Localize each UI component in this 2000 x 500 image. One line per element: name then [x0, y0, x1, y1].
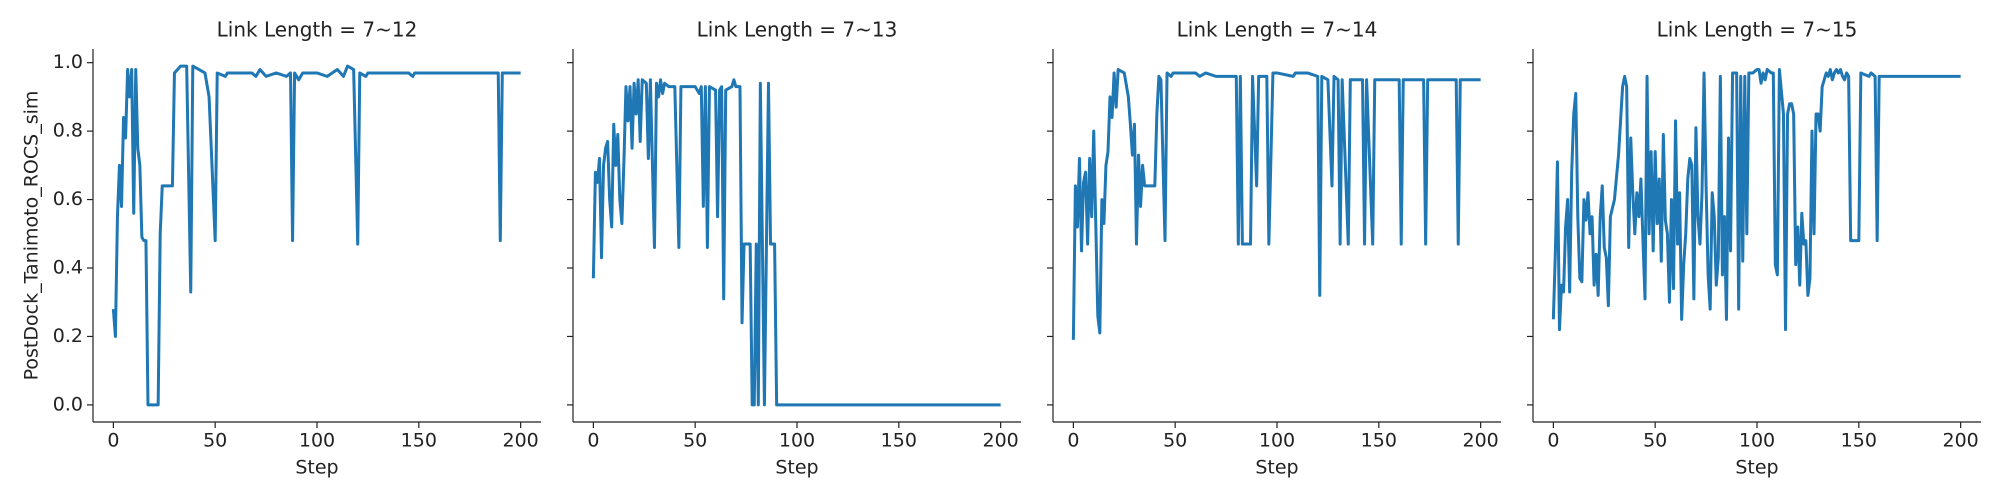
x-axis-label: Step: [1255, 457, 1298, 479]
x-tick-label: 100: [779, 430, 815, 452]
x-tick-label: 0: [1547, 430, 1559, 452]
x-tick-label: 200: [983, 430, 1019, 452]
x-tick-label: 0: [587, 430, 599, 452]
x-tick-label: 100: [299, 430, 335, 452]
data-line: [591, 78, 1001, 407]
x-tick-label: 50: [683, 430, 707, 452]
y-tick-label: 0.4: [53, 257, 83, 279]
x-tick-label: 100: [1739, 430, 1775, 452]
x-tick-label: 0: [1067, 430, 1079, 452]
x-tick-label: 150: [1841, 430, 1877, 452]
x-axis-label: Step: [1735, 457, 1778, 479]
x-tick-label: 150: [1361, 430, 1397, 452]
data-line: [111, 64, 521, 407]
panel-title: Link Length = 7~13: [697, 18, 898, 42]
x-tick-label: 50: [1643, 430, 1667, 452]
x-tick-label: 50: [203, 430, 227, 452]
y-tick-label: 1.0: [53, 51, 83, 73]
x-tick-label: 50: [1163, 430, 1187, 452]
x-tick-label: 0: [107, 430, 119, 452]
x-axis-label: Step: [295, 457, 338, 479]
x-tick-label: 150: [401, 430, 437, 452]
x-tick-label: 100: [1259, 430, 1295, 452]
y-tick-label: 0.0: [53, 393, 83, 415]
panel-title: Link Length = 7~15: [1657, 18, 1858, 42]
x-tick-label: 200: [1463, 430, 1499, 452]
x-axis-label: Step: [775, 457, 818, 479]
x-tick-label: 200: [1943, 430, 1979, 452]
x-tick-label: 150: [881, 430, 917, 452]
y-tick-label: 0.6: [53, 188, 83, 210]
y-axis-label: PostDock_Tanimoto_ROCS_sim: [21, 91, 43, 381]
data-line: [1071, 68, 1481, 340]
panel-title: Link Length = 7~12: [217, 18, 418, 42]
data-line: [1551, 68, 1961, 332]
y-tick-label: 0.2: [53, 325, 83, 347]
x-tick-label: 200: [503, 430, 539, 452]
y-tick-label: 0.8: [53, 120, 83, 142]
panel-title: Link Length = 7~14: [1177, 18, 1378, 42]
